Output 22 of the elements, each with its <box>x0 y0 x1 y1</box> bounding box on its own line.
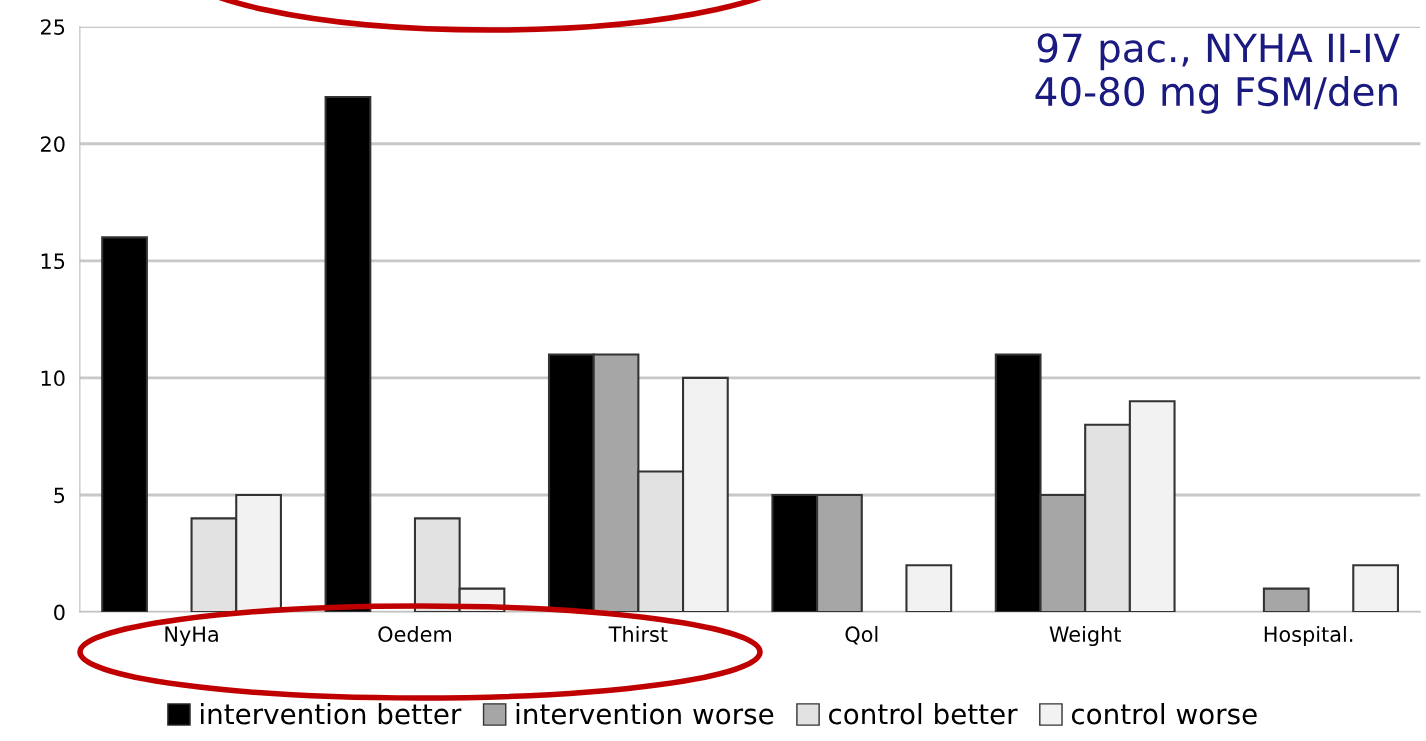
x-tick-label: Qol <box>845 625 878 645</box>
y-tick-label: 25 <box>40 19 65 35</box>
bar <box>324 95 372 613</box>
x-tick-label: Hospital. <box>1264 625 1353 647</box>
bar <box>1262 587 1310 613</box>
bar <box>1352 564 1399 613</box>
legend-label: intervention better <box>201 703 462 725</box>
legend-label: control worse <box>1071 703 1257 725</box>
annotation: 97 pac., NYHA II-IV 40-80 mg FSM/den <box>1035 33 1400 114</box>
y-tick-label: 0 <box>54 604 65 621</box>
legend-label: intervention worse <box>516 703 774 725</box>
x-tick-label: Thirst <box>608 625 668 643</box>
legend-label: control better <box>828 703 1018 725</box>
x-tick-label: Oedem <box>378 625 451 643</box>
bar <box>101 236 148 613</box>
x-tick-label: Weight <box>1049 625 1121 647</box>
y-tick-label: 15 <box>41 253 65 270</box>
y-tick-label: 20 <box>40 136 65 152</box>
y-tick-label: 5 <box>54 487 65 504</box>
bar <box>905 564 953 613</box>
x-tick-label: NyHa <box>165 626 218 647</box>
y-tick-label: 10 <box>41 370 65 387</box>
